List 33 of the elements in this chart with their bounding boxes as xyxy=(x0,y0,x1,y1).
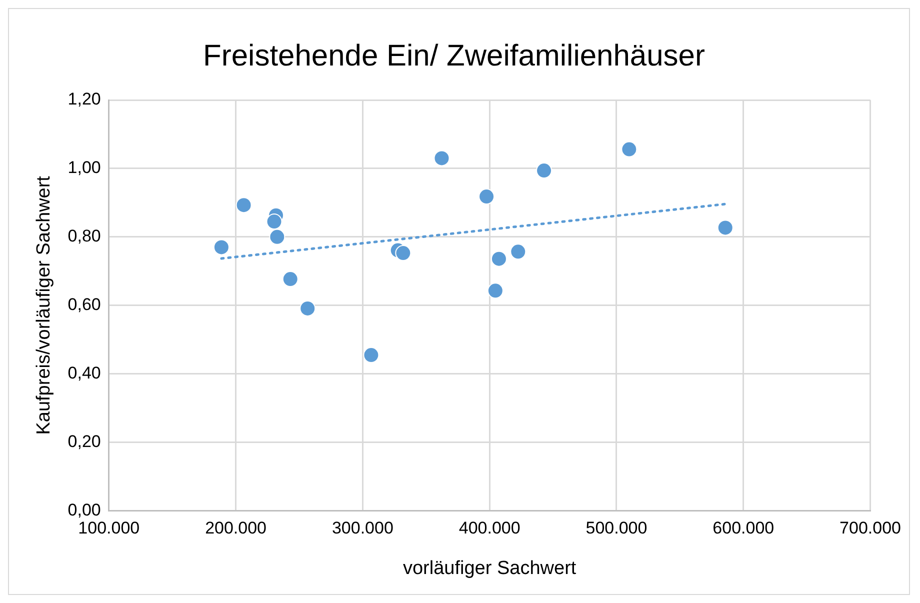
point xyxy=(300,300,316,316)
point xyxy=(478,188,495,205)
point xyxy=(266,214,282,230)
point xyxy=(395,245,412,262)
y-tick-label: 0,80 xyxy=(68,226,101,246)
y-axis-title: Kaufpreis/vorläufiger Sachwert xyxy=(34,175,55,435)
x-tick-label: 200.000 xyxy=(205,518,267,538)
point xyxy=(717,220,734,236)
point xyxy=(490,250,507,267)
point xyxy=(487,282,504,299)
y-tick-label: 1,00 xyxy=(68,158,101,178)
x-tick-label: 100.000 xyxy=(78,518,140,538)
y-tick-label: 0,40 xyxy=(68,364,101,383)
x-tick-label: 400.000 xyxy=(458,518,520,538)
y-tick-label: 0,60 xyxy=(68,295,101,314)
point xyxy=(236,197,252,214)
y-tick-label: 0,20 xyxy=(68,432,101,452)
point xyxy=(363,347,380,364)
point xyxy=(621,141,638,158)
x-tick-label: 300.000 xyxy=(332,518,394,538)
x-tick-label: 600.000 xyxy=(712,518,774,538)
y-tick-label: 0,00 xyxy=(68,500,101,520)
x-axis-title: vorläufiger Sachwert xyxy=(402,558,577,579)
x-tick-label: 500.000 xyxy=(586,518,648,538)
point xyxy=(282,271,298,288)
chart-title: Freistehende Ein/ Zweifamilienhäuser xyxy=(203,39,705,72)
point xyxy=(536,162,552,179)
point xyxy=(269,228,286,245)
point xyxy=(213,239,230,256)
x-tick-label: 700.000 xyxy=(840,518,901,538)
y-tick-label: 1,20 xyxy=(68,90,101,109)
point xyxy=(434,150,450,166)
point xyxy=(510,244,526,260)
